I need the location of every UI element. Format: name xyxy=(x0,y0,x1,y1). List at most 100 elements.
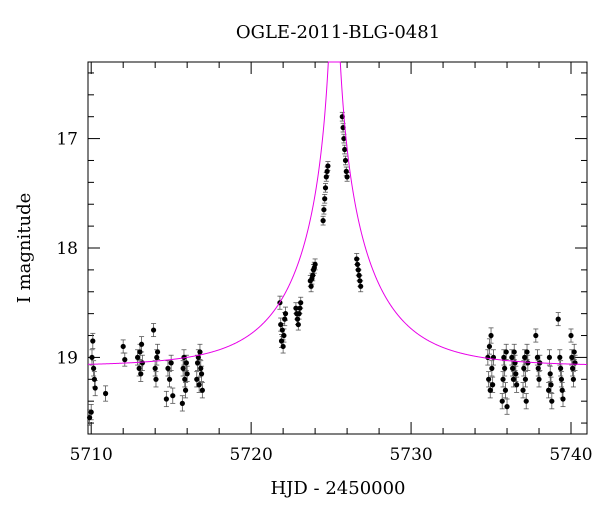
data-point xyxy=(356,272,362,278)
data-point xyxy=(558,365,564,371)
data-point xyxy=(547,371,553,377)
data-point xyxy=(88,409,94,415)
data-point xyxy=(354,261,361,268)
data-point xyxy=(91,376,97,382)
data-point xyxy=(510,376,517,382)
data-point xyxy=(490,382,496,388)
data-point xyxy=(535,365,541,371)
data-point xyxy=(295,321,301,328)
data-point xyxy=(502,365,508,371)
data-point xyxy=(486,376,492,382)
data-point xyxy=(180,365,186,371)
data-point xyxy=(341,135,347,142)
data-point xyxy=(134,354,141,361)
data-point xyxy=(344,174,350,180)
data-point xyxy=(310,272,316,278)
data-point xyxy=(139,360,145,366)
data-point xyxy=(487,387,493,393)
data-point xyxy=(322,196,328,202)
data-point xyxy=(170,393,176,399)
data-point xyxy=(355,267,361,273)
data-point xyxy=(357,278,363,284)
data-point xyxy=(560,396,566,402)
data-point xyxy=(278,321,284,328)
data-point xyxy=(358,283,364,289)
data-point xyxy=(522,354,528,361)
data-point xyxy=(549,398,555,404)
data-point xyxy=(86,414,93,421)
axis-ticks xyxy=(88,62,587,434)
data-point xyxy=(296,311,302,317)
data-point xyxy=(502,387,509,393)
data-point xyxy=(324,168,330,175)
data-point xyxy=(308,283,314,289)
data-point xyxy=(510,365,516,371)
data-point xyxy=(282,311,289,317)
data-point xyxy=(558,376,565,382)
data-point xyxy=(534,354,541,361)
data-point xyxy=(197,349,203,355)
x-axis-label: HJD - 2450000 xyxy=(270,478,405,499)
data-point xyxy=(294,316,301,322)
data-point xyxy=(511,349,517,355)
data-point xyxy=(489,365,495,371)
data-point xyxy=(486,343,493,350)
data-point xyxy=(546,387,552,393)
data-point xyxy=(521,365,527,371)
data-point xyxy=(525,360,531,366)
data-point xyxy=(325,163,331,169)
data-point xyxy=(320,218,326,224)
data-point xyxy=(120,343,126,350)
data-point xyxy=(569,354,575,361)
data-point xyxy=(166,376,173,382)
data-point xyxy=(198,371,205,377)
data-point xyxy=(500,376,506,382)
data-point xyxy=(138,371,144,377)
x-tick-label: 5720 xyxy=(230,445,273,465)
data-point xyxy=(196,382,202,388)
data-point xyxy=(280,343,286,350)
data-point xyxy=(122,357,128,363)
data-point xyxy=(89,354,95,361)
data-point xyxy=(278,338,285,344)
data-point xyxy=(279,327,285,333)
data-point xyxy=(342,146,348,153)
data-point xyxy=(92,385,98,391)
data-point xyxy=(555,316,561,322)
data-point xyxy=(90,338,96,344)
x-tick-label: 5740 xyxy=(549,445,592,465)
data-point xyxy=(298,300,304,306)
data-point xyxy=(184,371,190,377)
data-point xyxy=(514,382,520,388)
data-point xyxy=(198,365,204,371)
data-point xyxy=(312,261,318,268)
data-point xyxy=(559,387,565,393)
data-point xyxy=(194,376,200,382)
data-point xyxy=(513,371,519,377)
data-point xyxy=(548,382,554,388)
data-point xyxy=(522,376,529,382)
data-point xyxy=(163,396,169,402)
y-tick-label: 18 xyxy=(56,239,78,259)
x-tick-label: 5710 xyxy=(70,445,113,465)
data-point xyxy=(321,207,327,213)
data-point xyxy=(293,305,299,311)
data-point xyxy=(323,174,329,180)
data-point xyxy=(322,185,329,191)
data-point xyxy=(182,387,189,393)
data-point xyxy=(102,390,109,397)
data-point xyxy=(523,398,529,404)
y-tick-labels: 17 18 19 xyxy=(56,130,78,369)
data-point xyxy=(152,365,158,371)
data-point xyxy=(137,349,143,355)
data-point xyxy=(297,305,303,311)
data-point xyxy=(168,360,174,366)
data-point xyxy=(199,387,205,393)
data-point xyxy=(520,387,526,393)
y-tick-label: 19 xyxy=(56,348,78,368)
data-point xyxy=(154,349,161,355)
y-axis-label: I magnitude xyxy=(14,193,35,304)
data-point xyxy=(557,354,563,361)
data-point xyxy=(509,354,515,361)
data-point xyxy=(499,398,505,404)
